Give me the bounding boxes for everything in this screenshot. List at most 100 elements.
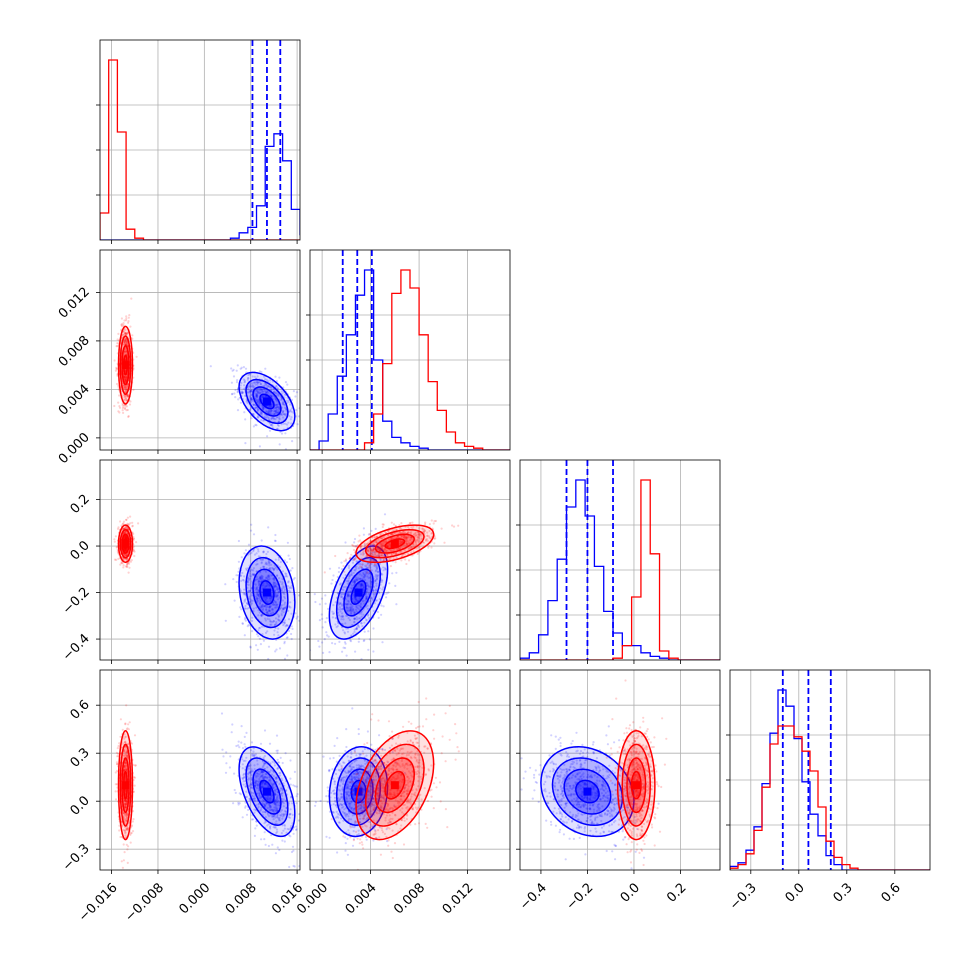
sample-point <box>268 742 272 745</box>
sample-point <box>374 563 377 567</box>
sample-point <box>345 614 348 617</box>
panel-frame <box>99 249 301 451</box>
sample-point <box>358 617 362 620</box>
sample-point <box>125 375 128 378</box>
sample-point <box>243 735 246 739</box>
sample-point <box>272 814 275 817</box>
sample-point <box>292 849 295 852</box>
sample-point <box>351 605 354 608</box>
sample-point <box>242 593 245 596</box>
sample-point <box>360 565 363 569</box>
sample-point <box>270 403 273 406</box>
sample-point <box>247 808 250 812</box>
sample-point <box>267 411 270 414</box>
sample-point <box>276 588 279 591</box>
sample-point <box>342 588 345 591</box>
sample-point <box>123 348 126 352</box>
sample-point <box>274 852 277 855</box>
sample-point <box>124 376 127 379</box>
sample-point <box>430 532 433 535</box>
sample-point <box>118 394 121 397</box>
sample-point <box>250 749 253 752</box>
sample-point <box>273 799 276 803</box>
sample-point <box>359 577 362 580</box>
sample-point <box>268 577 271 581</box>
sample-point <box>266 813 270 816</box>
sample-point <box>229 755 232 758</box>
sample-point <box>275 588 278 591</box>
sample-point <box>328 567 332 570</box>
sample-point <box>367 630 370 633</box>
sample-point <box>275 403 279 406</box>
sample-point <box>390 533 393 536</box>
sample-point <box>369 576 372 579</box>
sample-point <box>261 604 264 607</box>
sample-point <box>259 742 263 745</box>
sample-point <box>382 558 385 561</box>
sample-point <box>392 537 395 540</box>
sample-point <box>440 527 443 530</box>
sample-point <box>375 588 378 591</box>
sample-point <box>283 621 286 624</box>
sample-point <box>244 442 247 445</box>
sample-point <box>365 597 368 600</box>
sample-point <box>375 584 378 587</box>
sample-point <box>344 558 348 561</box>
sample-point <box>284 422 287 425</box>
sample-point <box>126 395 129 398</box>
sample-point <box>290 625 293 628</box>
sample-point <box>258 389 261 392</box>
sample-point <box>260 775 263 778</box>
sample-point <box>237 560 240 563</box>
sample-point <box>274 793 277 796</box>
sample-point <box>276 830 279 833</box>
sample-point <box>247 623 250 626</box>
sample-point <box>275 400 278 403</box>
sample-point <box>378 549 381 552</box>
sample-point <box>261 771 264 774</box>
sample-point <box>252 573 255 576</box>
sample-point <box>290 796 293 799</box>
sample-point <box>255 586 258 590</box>
sample-point <box>252 818 255 821</box>
sample-point <box>267 574 270 578</box>
sample-point <box>266 776 269 779</box>
sample-point <box>327 607 330 611</box>
sample-point <box>274 391 277 394</box>
sample-point <box>354 596 357 599</box>
sample-point <box>124 536 128 539</box>
sample-point <box>271 608 275 611</box>
sample-point <box>378 598 381 601</box>
sample-point <box>124 530 127 533</box>
sample-point <box>255 406 258 409</box>
sample-point <box>242 780 245 783</box>
sample-point <box>260 614 263 617</box>
sample-point <box>275 574 279 578</box>
sample-point <box>257 400 260 403</box>
sample-point <box>256 381 259 384</box>
sample-point <box>253 797 256 800</box>
sample-point <box>279 814 282 817</box>
sample-point <box>253 781 257 785</box>
sample-point <box>279 819 282 822</box>
sample-point <box>253 811 256 814</box>
sample-point <box>305 435 307 437</box>
sample-point <box>353 617 356 620</box>
sample-point <box>272 568 275 572</box>
sample-point <box>348 590 351 593</box>
sample-point <box>451 524 454 527</box>
sample-point <box>280 609 284 613</box>
sample-point <box>115 366 118 369</box>
sample-point <box>246 401 249 405</box>
sample-point <box>275 776 278 779</box>
sample-point <box>258 580 261 583</box>
sample-point <box>133 554 136 558</box>
sample-point <box>283 606 286 609</box>
sample-point <box>243 634 246 637</box>
sample-point <box>252 403 256 406</box>
sample-point <box>275 828 278 831</box>
sample-point <box>268 606 271 609</box>
sample-point <box>263 804 266 807</box>
sample-point <box>291 802 294 805</box>
sample-point <box>249 373 252 376</box>
